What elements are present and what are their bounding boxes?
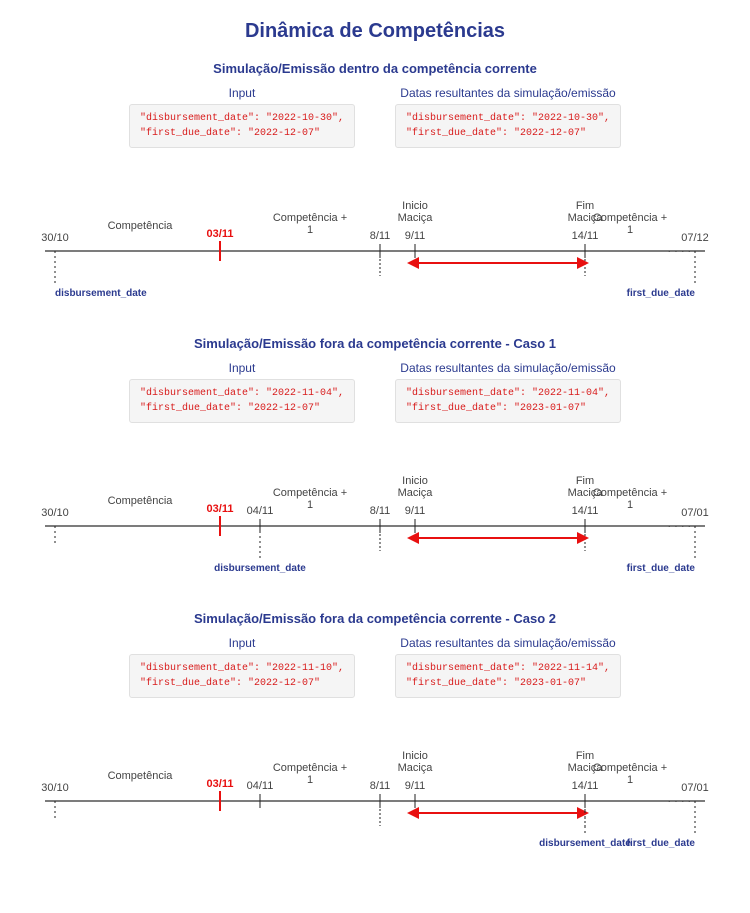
inicio-label: Inicio [402,475,428,487]
anchor-right-label: 07/12 [681,232,709,244]
output-code-box: "disbursement_date": "2022-11-14", "firs… [395,654,621,698]
svg-text:····: ···· [667,242,694,258]
v8-11-label: 8/11 [370,780,391,792]
inicio-date: 9/11 [405,505,426,517]
fim-date: 14/11 [572,505,599,517]
competencia-plus-1a: Competência + [273,487,347,499]
case-title: Simulação/Emissão fora da competência co… [185,336,565,351]
svg-text:1: 1 [627,774,633,786]
output-label: Datas resultantes da simulação/emissão [395,86,621,100]
v8-11-label: 8/11 [370,505,391,517]
main-title: Dinâmica de Competências [25,20,725,43]
svg-text:1: 1 [307,499,313,511]
anchor-left-label: 30/10 [41,232,69,244]
timeline-wrap: 30/10Competência03/11Competência +18/11I… [25,156,725,306]
svg-text:Maciça: Maciça [398,762,434,774]
case-title: Simulação/Emissão fora da competência co… [185,611,565,626]
io-row: Input "disbursement_date": "2022-11-10", … [25,636,725,698]
input-column: Input "disbursement_date": "2022-11-10", … [129,636,355,698]
inicio-label: Inicio [402,750,428,762]
fim-label: Fim [576,475,594,487]
svg-text:1: 1 [307,224,313,236]
competencia-plus-1a: Competência + [273,212,347,224]
output-column: Datas resultantes da simulação/emissão "d… [395,636,621,698]
fim-date: 14/11 [572,230,599,242]
disbursement-date-flag: disbursement_date [214,563,306,574]
v8-11-label: 8/11 [370,230,391,242]
disbursement-date-flag: disbursement_date [539,838,631,849]
first-due-date-flag: first_due_date [627,288,696,299]
timeline-wrap: 30/10Competência03/1104/11Competência +1… [25,706,725,856]
red-date-label: 03/11 [207,228,234,240]
output-column: Datas resultantes da simulação/emissão "d… [395,86,621,148]
svg-text:····: ···· [667,517,694,533]
case-2: Simulação/Emissão fora da competência co… [25,336,725,581]
input-code-box: "disbursement_date": "2022-10-30", "firs… [129,104,355,148]
red-date-label: 03/11 [207,778,234,790]
timeline: 30/10Competência03/11Competência +18/11I… [25,156,725,306]
input-label: Input [129,361,355,375]
io-row: Input "disbursement_date": "2022-10-30", … [25,86,725,148]
input-code-box: "disbursement_date": "2022-11-04", "firs… [129,379,355,423]
input-code-box: "disbursement_date": "2022-11-10", "firs… [129,654,355,698]
output-code-box: "disbursement_date": "2022-11-04", "firs… [395,379,621,423]
case-title: Simulação/Emissão dentro da competência … [185,61,565,76]
fim-label: Fim [576,200,594,212]
svg-text:1: 1 [627,224,633,236]
first-due-date-flag: first_due_date [627,563,696,574]
output-column: Datas resultantes da simulação/emissão "d… [395,361,621,423]
input-column: Input "disbursement_date": "2022-11-04", … [129,361,355,423]
inicio-label: Inicio [402,200,428,212]
svg-text:Maciça: Maciça [398,212,434,224]
competencia-plus-1a: Competência + [273,762,347,774]
timeline-wrap: 30/10Competência03/1104/11Competência +1… [25,431,725,581]
svg-text:····: ···· [667,792,694,808]
after-red-label: 04/11 [247,505,274,517]
case-3: Simulação/Emissão fora da competência co… [25,611,725,856]
after-red-label: 04/11 [247,780,274,792]
io-row: Input "disbursement_date": "2022-11-04", … [25,361,725,423]
competencia-plus-1b: Competência + [593,212,667,224]
output-code-box: "disbursement_date": "2022-10-30", "firs… [395,104,621,148]
fim-label: Fim [576,750,594,762]
competencia-label: Competência [108,495,174,507]
anchor-left-label: 30/10 [41,782,69,794]
timeline: 30/10Competência03/1104/11Competência +1… [25,431,725,581]
disbursement-date-flag: disbursement_date [55,288,147,299]
first-due-date-flag: first_due_date [627,838,696,849]
output-label: Datas resultantes da simulação/emissão [395,636,621,650]
svg-text:1: 1 [307,774,313,786]
input-label: Input [129,86,355,100]
competencia-label: Competência [108,220,174,232]
case-1: Simulação/Emissão dentro da competência … [25,61,725,306]
anchor-right-label: 07/01 [681,782,709,794]
svg-text:Maciça: Maciça [398,487,434,499]
anchor-left-label: 30/10 [41,507,69,519]
competencia-plus-1b: Competência + [593,762,667,774]
input-column: Input "disbursement_date": "2022-10-30", … [129,86,355,148]
inicio-date: 9/11 [405,230,426,242]
anchor-right-label: 07/01 [681,507,709,519]
competencia-label: Competência [108,770,174,782]
timeline: 30/10Competência03/1104/11Competência +1… [25,706,725,856]
svg-text:1: 1 [627,499,633,511]
red-date-label: 03/11 [207,503,234,515]
fim-date: 14/11 [572,780,599,792]
output-label: Datas resultantes da simulação/emissão [395,361,621,375]
input-label: Input [129,636,355,650]
inicio-date: 9/11 [405,780,426,792]
competencia-plus-1b: Competência + [593,487,667,499]
